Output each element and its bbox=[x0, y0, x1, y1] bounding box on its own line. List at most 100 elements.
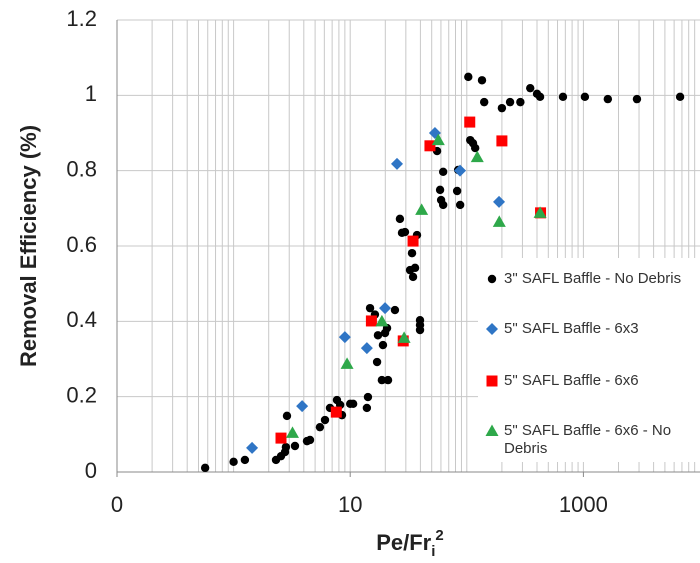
y-tick-label: 0 bbox=[85, 458, 97, 483]
legend-entry: 5" SAFL Baffle - 6x6 - No Debris bbox=[478, 422, 700, 458]
point bbox=[383, 375, 393, 385]
point bbox=[486, 323, 498, 335]
legend-label: 5" SAFL Baffle - 6x3 bbox=[504, 320, 639, 337]
point bbox=[415, 316, 425, 325]
point bbox=[496, 135, 508, 147]
point bbox=[558, 92, 568, 102]
point bbox=[290, 441, 300, 451]
y-axis-title: Removal Efficiency (%) bbox=[16, 125, 41, 367]
point bbox=[377, 375, 387, 385]
x-axis-title: Pe/Fri2 bbox=[376, 527, 444, 560]
point bbox=[464, 72, 473, 82]
point bbox=[485, 424, 499, 436]
legend: 3" SAFL Baffle - No Debris 5" SAFL Baffle… bbox=[478, 258, 700, 462]
point bbox=[286, 426, 300, 438]
point bbox=[400, 227, 410, 237]
x-axis-title-sub: i bbox=[431, 543, 435, 560]
point bbox=[390, 305, 400, 315]
y-tick-label: 0.8 bbox=[66, 156, 97, 181]
y-tick-label: 0.2 bbox=[66, 382, 97, 407]
point bbox=[275, 432, 287, 444]
point bbox=[493, 195, 506, 208]
point bbox=[470, 143, 480, 153]
legend-swatch bbox=[486, 323, 498, 335]
point bbox=[229, 457, 238, 467]
legend-entry: 5" SAFL Baffle - 6x6 bbox=[478, 372, 700, 390]
point bbox=[365, 315, 377, 327]
point bbox=[464, 116, 476, 128]
legend-swatch bbox=[487, 274, 497, 284]
point bbox=[452, 186, 462, 196]
x-tick-label: 0 bbox=[111, 492, 123, 517]
point bbox=[505, 97, 515, 107]
point bbox=[435, 185, 445, 195]
point bbox=[431, 133, 445, 146]
point bbox=[379, 302, 392, 315]
point bbox=[362, 403, 372, 413]
point bbox=[348, 399, 358, 409]
point bbox=[407, 248, 417, 258]
point bbox=[200, 463, 210, 473]
point bbox=[373, 331, 383, 340]
y-tick-label: 0.6 bbox=[66, 232, 97, 257]
point bbox=[486, 375, 498, 387]
point bbox=[487, 274, 497, 284]
point bbox=[340, 357, 354, 369]
point bbox=[477, 76, 487, 85]
point bbox=[603, 94, 613, 104]
point bbox=[395, 214, 405, 224]
x-axis-title-base: Pe/Fr bbox=[376, 530, 431, 555]
point bbox=[397, 331, 411, 343]
legend-label: 3" SAFL Baffle - No Debris bbox=[504, 270, 682, 287]
point bbox=[391, 157, 404, 170]
x-axis-title-sup: 2 bbox=[435, 527, 443, 544]
point bbox=[675, 92, 685, 102]
point bbox=[438, 200, 448, 210]
point bbox=[454, 164, 467, 177]
point bbox=[365, 303, 375, 313]
y-tick-label: 1.2 bbox=[66, 6, 97, 31]
point bbox=[632, 94, 642, 104]
point bbox=[240, 455, 250, 465]
point bbox=[455, 200, 465, 210]
legend-label: 5" SAFL Baffle - 6x6 bbox=[504, 372, 639, 389]
y-tick-label: 0.4 bbox=[66, 307, 97, 332]
point bbox=[526, 83, 535, 93]
y-tick-label: 1 bbox=[85, 81, 97, 106]
point bbox=[372, 357, 382, 367]
point bbox=[305, 435, 315, 445]
point bbox=[375, 314, 389, 327]
point bbox=[424, 140, 436, 152]
point bbox=[378, 340, 388, 350]
point bbox=[415, 203, 429, 215]
point bbox=[330, 406, 342, 418]
point bbox=[315, 422, 325, 432]
legend-swatch bbox=[486, 375, 498, 387]
point bbox=[479, 97, 489, 107]
point bbox=[246, 441, 259, 454]
legend-entry: 5" SAFL Baffle - 6x3 bbox=[478, 320, 700, 338]
point bbox=[533, 206, 547, 218]
point bbox=[580, 92, 590, 102]
point bbox=[296, 400, 309, 413]
point bbox=[363, 392, 373, 402]
point bbox=[407, 235, 419, 247]
legend-label: 5" SAFL Baffle - 6x6 - No Debris bbox=[504, 422, 672, 457]
point bbox=[492, 215, 506, 227]
point bbox=[516, 97, 525, 107]
x-tick-label: 10 bbox=[338, 492, 362, 517]
point bbox=[320, 415, 330, 425]
point bbox=[438, 167, 448, 176]
point bbox=[408, 272, 418, 282]
legend-entry: 3" SAFL Baffle - No Debris bbox=[478, 270, 700, 288]
point bbox=[497, 103, 507, 113]
point bbox=[535, 92, 545, 102]
point bbox=[410, 263, 420, 273]
point bbox=[282, 411, 292, 421]
point bbox=[338, 331, 351, 344]
point bbox=[415, 325, 425, 335]
point bbox=[360, 342, 373, 355]
x-tick-label: 1000 bbox=[559, 492, 608, 517]
